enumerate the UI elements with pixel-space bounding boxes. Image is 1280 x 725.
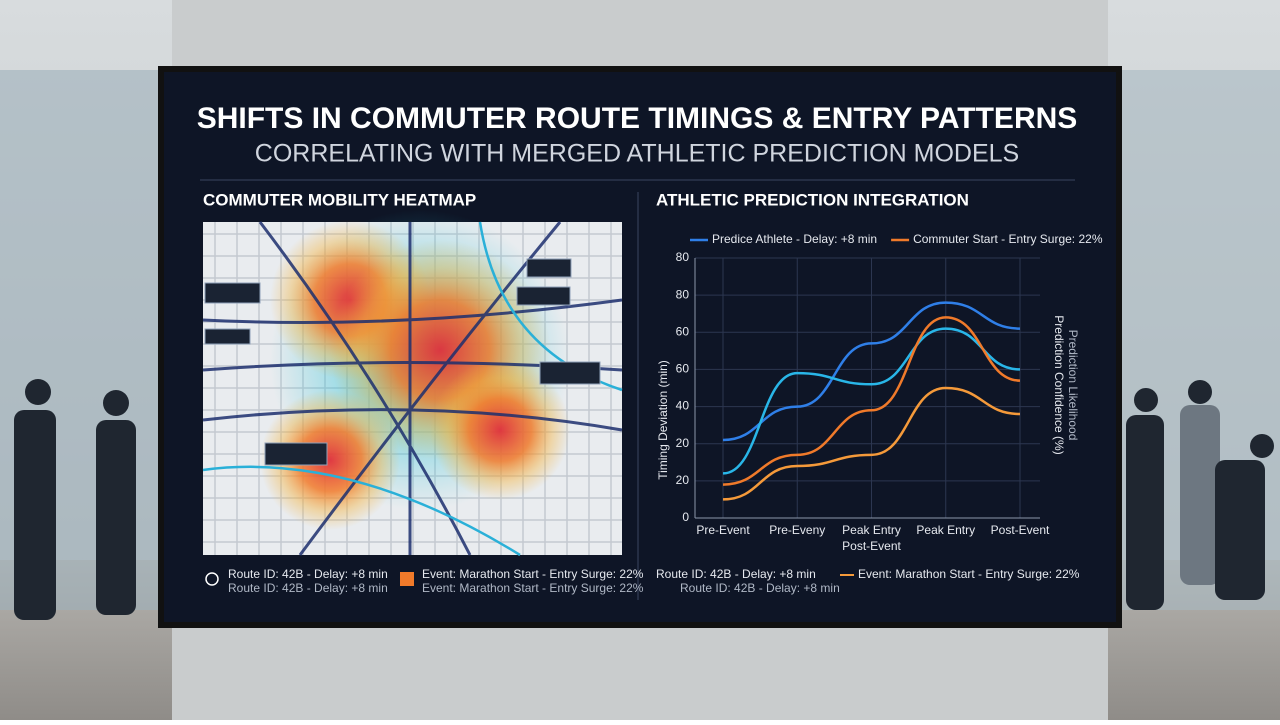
legend-text: Event: Marathon Start - Entry Surge: 22% — [422, 581, 644, 595]
panel-title: ATHLETIC PREDICTION INTEGRATION — [656, 190, 969, 209]
people — [14, 379, 1274, 620]
series-line — [722, 327, 1021, 475]
y-tick-label: 60 — [676, 362, 690, 376]
subtitle: CORRELATING WITH MERGED ATHLETIC PREDICT… — [255, 140, 1019, 168]
x-tick-label: Pre-Eveny — [769, 523, 825, 537]
legend-text: Route ID: 42B - Delay: +8 min — [228, 567, 388, 581]
heatmap — [202, 210, 623, 557]
x-tick-sublabel: Post-Event — [842, 539, 901, 553]
x-tick-label: Peak Entry — [916, 523, 975, 537]
y2-axis-label: Prediction Confidence (%) — [1052, 315, 1066, 454]
series-line — [722, 316, 1021, 486]
y-tick-label: 20 — [676, 436, 690, 450]
title: SHIFTS IN COMMUTER ROUTE TIMINGS & ENTRY… — [197, 102, 1078, 135]
footer-text: Event: Marathon Start - Entry Surge: 22% — [858, 567, 1080, 581]
footer-text: Route ID: 42B - Delay: +8 min — [680, 581, 840, 595]
y-tick-label: 0 — [682, 510, 689, 524]
y2-axis-label: Prediction Likelihood — [1066, 330, 1080, 441]
y-tick-label: 80 — [676, 250, 690, 264]
y-tick-label: 60 — [676, 324, 690, 338]
legend-text: Event: Marathon Start - Entry Surge: 22% — [422, 567, 644, 581]
x-tick-label: Peak Entry — [842, 523, 901, 537]
y-tick-label: 40 — [676, 399, 690, 413]
heatmap-legend — [205, 572, 414, 586]
series-line — [722, 386, 1021, 501]
legend-text: Route ID: 42B - Delay: +8 min — [228, 581, 388, 595]
footer-text: Route ID: 42B - Delay: +8 min — [656, 567, 816, 581]
y-tick-label: 80 — [676, 287, 690, 301]
x-tick-label: Pre-Event — [696, 523, 750, 537]
legend-label: Predice Athlete - Delay: +8 min — [712, 232, 877, 246]
legend-label: Commuter Start - Entry Surge: 22% — [913, 232, 1103, 246]
x-tick-label: Post-Event — [991, 523, 1050, 537]
panel-title: COMMUTER MOBILITY HEATMAP — [203, 190, 476, 209]
y-axis-label: Timing Deviation (min) — [656, 360, 670, 480]
series-line — [722, 301, 1021, 442]
y-tick-label: 20 — [676, 473, 690, 487]
